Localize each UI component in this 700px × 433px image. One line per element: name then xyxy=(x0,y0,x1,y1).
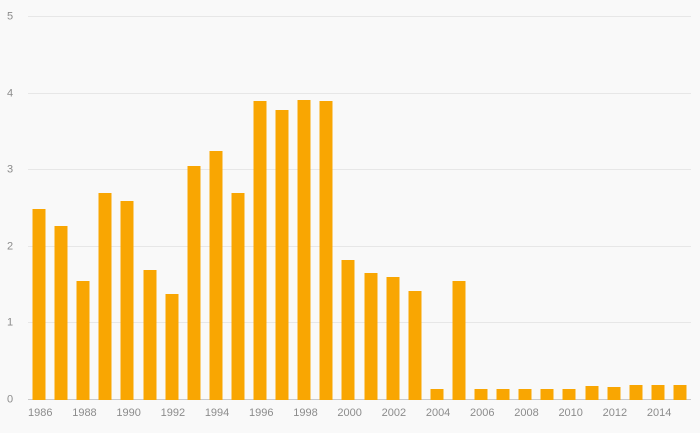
bar-2002 xyxy=(386,277,400,400)
x-tick-label: 1986 xyxy=(28,407,53,419)
bar-1986 xyxy=(32,208,46,400)
gridline xyxy=(28,16,691,17)
y-tick-label: 5 xyxy=(7,10,14,23)
y-tick-label: 1 xyxy=(7,316,14,329)
x-tick-label: 2004 xyxy=(425,407,451,419)
x-tick-label xyxy=(97,400,117,433)
bar-1994 xyxy=(209,151,223,400)
bar-1992 xyxy=(165,294,179,400)
gridline xyxy=(28,245,691,247)
y-tick-label: 4 xyxy=(7,87,14,100)
gridline xyxy=(28,322,691,324)
bar-1987 xyxy=(54,226,68,400)
x-tick-label: 2006 xyxy=(470,407,495,419)
bar-1997 xyxy=(275,110,289,400)
plot-area: 0 1 2 3 4 5 xyxy=(7,11,691,405)
x-tick-label xyxy=(671,400,691,433)
bar-1995 xyxy=(231,193,245,400)
x-tick-label: 1994 xyxy=(204,407,230,419)
x-tick-label xyxy=(362,400,382,433)
bar-1990 xyxy=(120,200,134,400)
bar-2007 xyxy=(496,388,510,400)
x-tick-label xyxy=(229,400,249,433)
bar-2011 xyxy=(585,386,599,400)
x-tick-label xyxy=(539,400,559,433)
x-tick-label: 1992 xyxy=(160,407,186,419)
bar-2013 xyxy=(629,384,643,400)
bar-2009 xyxy=(540,388,554,400)
x-tick-label: 2000 xyxy=(337,407,362,419)
x-tick-label: 2008 xyxy=(514,407,539,419)
bar-2004 xyxy=(430,388,444,400)
bar-1989 xyxy=(98,193,112,400)
x-tick-label xyxy=(318,400,338,433)
bar-2014 xyxy=(651,384,665,400)
y-tick-label: 0 xyxy=(7,393,14,406)
x-tick-label xyxy=(141,400,161,433)
bar-2000 xyxy=(341,259,355,400)
bar-1999 xyxy=(319,100,333,400)
bar-1991 xyxy=(143,269,157,400)
x-tick-label: 2010 xyxy=(558,407,583,419)
x-tick-label xyxy=(52,400,72,433)
x-tick-label: 1990 xyxy=(116,407,141,419)
x-axis-line xyxy=(28,399,691,400)
x-tick-label xyxy=(450,400,470,433)
bar-1998 xyxy=(297,99,311,400)
bar-2006 xyxy=(474,389,488,400)
x-tick-label: 1996 xyxy=(249,407,274,419)
bar-2005 xyxy=(452,280,466,400)
x-tick-label xyxy=(583,400,603,433)
bar-2012 xyxy=(607,386,621,400)
bar-2010 xyxy=(562,388,576,400)
x-tick-label xyxy=(406,400,426,433)
y-tick-label: 3 xyxy=(7,163,14,176)
bar-1993 xyxy=(187,166,201,400)
x-tick-label: 2014 xyxy=(646,407,672,419)
x-tick-label: 2012 xyxy=(602,407,628,419)
bar-1988 xyxy=(76,281,90,400)
x-tick-label: 1988 xyxy=(72,407,97,419)
bar-1996 xyxy=(253,101,267,400)
x-tick-label: 2002 xyxy=(381,407,407,419)
x-tick-label xyxy=(185,400,205,433)
x-tick-label xyxy=(627,400,647,433)
x-tick-label xyxy=(274,400,294,433)
bar-2015 xyxy=(673,384,687,400)
x-tick-label: 1998 xyxy=(293,407,318,419)
x-axis: 1986 1988 1990 1992 1994 1996 1998 2000 2002 2004… xyxy=(28,400,691,433)
y-tick-label: 2 xyxy=(7,240,14,253)
bar-2008 xyxy=(518,389,532,400)
x-tick-label xyxy=(495,400,515,433)
bar-2003 xyxy=(408,291,422,400)
bar-2001 xyxy=(364,272,378,400)
gridline xyxy=(28,169,691,171)
gridline xyxy=(28,92,691,94)
